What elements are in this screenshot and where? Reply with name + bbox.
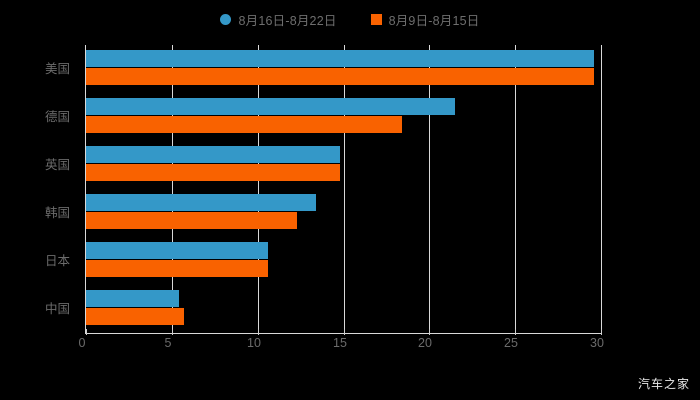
x-tick-mark-0 [86, 329, 87, 335]
plot-area [85, 45, 602, 334]
bar-series-b-0[interactable] [86, 68, 595, 85]
bar-series-b-5[interactable] [86, 308, 184, 325]
bar-series-b-1[interactable] [86, 116, 402, 133]
bar-series-a-2[interactable] [86, 146, 341, 163]
bar-series-a-5[interactable] [86, 290, 179, 307]
bar-series-a-3[interactable] [86, 194, 317, 211]
y-axis-category-labels: 美国 德国 英国 韩国 日本 中国 [0, 45, 78, 333]
x-tick-mark-6 [601, 329, 602, 335]
legend-circle-marker-icon [220, 14, 232, 25]
gridline-25 [515, 45, 516, 333]
x-tick-mark-4 [429, 329, 430, 335]
bar-series-b-3[interactable] [86, 212, 298, 229]
watermark: 汽车之家 [637, 377, 690, 391]
x-tick-mark-2 [258, 329, 259, 335]
x-tick-mark-5 [515, 329, 516, 335]
bar-series-a-4[interactable] [86, 242, 268, 259]
x-tick-label-5: 25 [504, 336, 518, 350]
gridline-30 [601, 45, 602, 333]
gridline-5 [172, 45, 173, 333]
legend-label-series-a: 8月16日-8月22日 [238, 14, 337, 28]
legend-square-marker-icon [370, 14, 382, 25]
x-tick-label-4: 20 [418, 336, 432, 350]
gridline-15 [344, 45, 345, 333]
chart-legend: 8月16日-8月22日 8月9日-8月15日 [0, 10, 700, 29]
legend-label-series-b: 8月9日-8月15日 [388, 14, 480, 28]
x-axis-line [85, 333, 602, 334]
bar-series-a-1[interactable] [86, 98, 456, 115]
y-axis-label-5: 中国 [44, 302, 70, 316]
x-tick-label-6: 30 [590, 336, 604, 350]
bar-series-a-0[interactable] [86, 50, 595, 67]
x-tick-mark-3 [344, 329, 345, 335]
x-tick-label-0: 0 [78, 336, 86, 350]
x-tick-label-2: 10 [247, 336, 261, 350]
y-axis-label-3: 韩国 [44, 206, 70, 220]
y-axis-label-1: 德国 [44, 110, 70, 124]
gridline-10 [258, 45, 259, 333]
y-axis-label-2: 英国 [44, 158, 70, 172]
legend-item-series-b[interactable]: 8月9日-8月15日 [370, 10, 480, 29]
y-axis-label-0: 美国 [44, 62, 70, 76]
x-tick-label-3: 15 [333, 336, 347, 350]
y-axis-line [85, 45, 86, 333]
bar-series-b-2[interactable] [86, 164, 341, 181]
bar-series-b-4[interactable] [86, 260, 268, 277]
y-axis-label-4: 日本 [44, 254, 70, 268]
gridline-20 [429, 45, 430, 333]
x-axis-tick-labels: 0 5 10 15 20 25 30 [79, 329, 606, 356]
x-tick-mark-1 [172, 329, 173, 335]
legend-item-series-a[interactable]: 8月16日-8月22日 [220, 10, 336, 29]
x-tick-label-1: 5 [164, 336, 172, 350]
